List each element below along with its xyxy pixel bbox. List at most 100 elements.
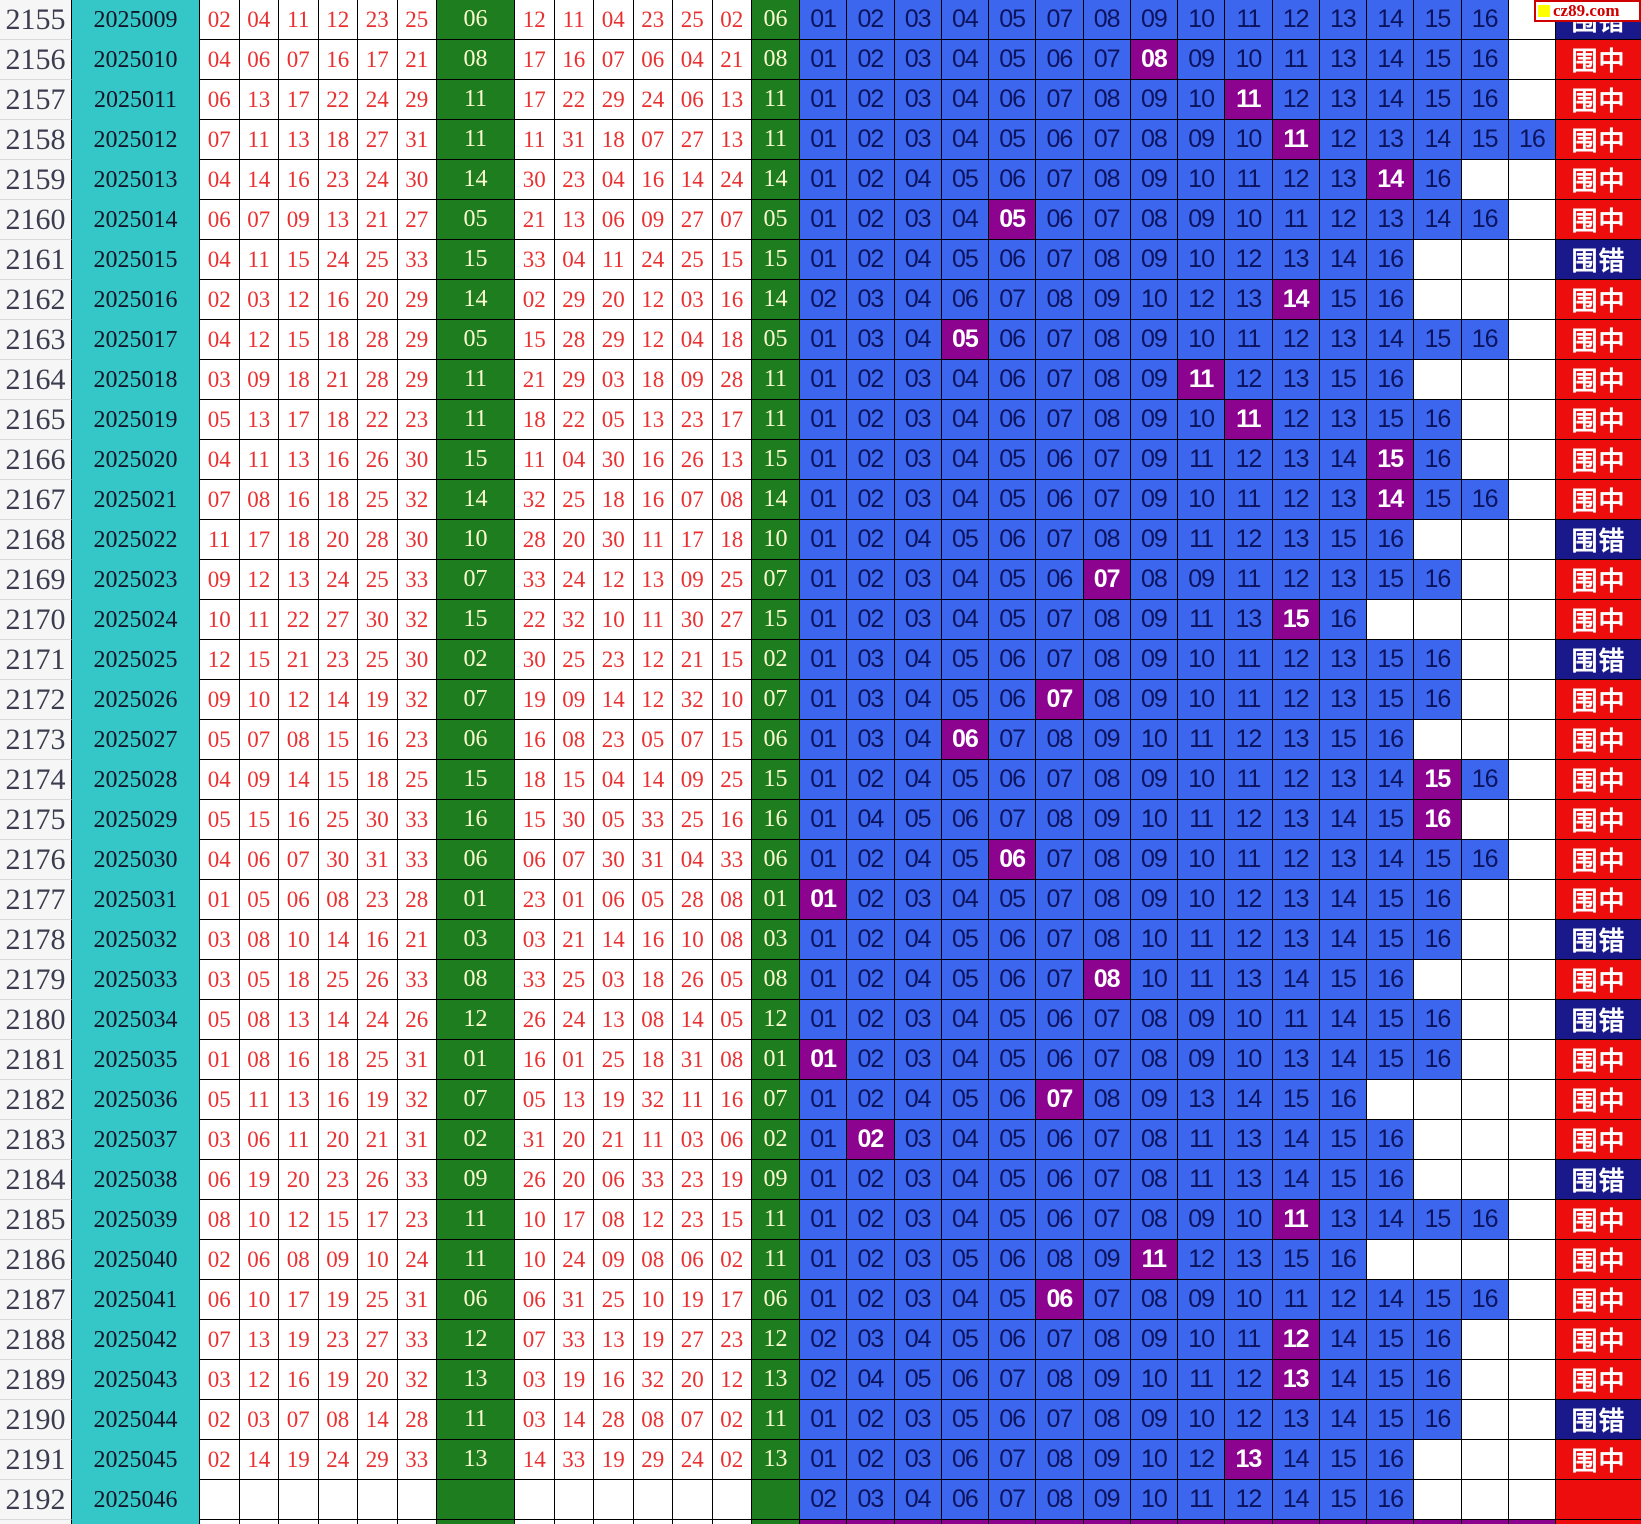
blue-slot: 09 [1130,880,1178,920]
blue-ball-repeat: 08 [752,40,800,80]
blue-ball: 15 [437,240,515,280]
blue-slot: 10 [1178,680,1226,720]
red-ball-sorted: 17 [239,520,279,560]
row-index: 2157 [0,80,72,120]
result-badge: 围中 [1556,680,1641,720]
blue-slot: 15 [1367,400,1415,440]
blue-slot-empty [1414,1480,1462,1520]
blue-slot: 12 [1225,800,1273,840]
red-ball-order: 27 [673,1320,713,1360]
red-ball-sorted [200,1480,240,1520]
blue-slot: 14 [1319,1320,1367,1360]
blue-slot: 16 [1461,80,1509,120]
red-ball-order: 22 [515,600,555,640]
red-ball-sorted: 29 [397,80,437,120]
red-ball-order: 06 [594,1160,634,1200]
red-ball-sorted: 19 [358,680,398,720]
red-ball-order: 11 [515,120,555,160]
red-ball-sorted: 30 [397,640,437,680]
blue-slot: 14 [1367,760,1415,800]
red-ball-sorted: 06 [239,840,279,880]
blue-slot-empty [1508,680,1556,720]
blue-slot-hit: 15 [1272,600,1320,640]
row-index: 2180 [0,1000,72,1040]
blue-slot: 02 [847,480,895,520]
blue-ball: 07 [437,560,515,600]
red-ball-order: 27 [673,120,713,160]
blue-ball-repeat: 03 [752,920,800,960]
red-ball-order: 02 [712,1440,752,1480]
blue-slot: 04 [894,520,942,560]
blue-slot: 08 [1130,1200,1178,1240]
blue-slot: 09 [1178,120,1226,160]
blue-slot: 07 [989,800,1037,840]
blue-slot: 15 [1367,560,1415,600]
table-row: 2163 2025017 04 12 15 18 28 29 05 15 28 29 12 04 18 05 0… [0,320,1641,360]
red-ball-sorted: 27 [397,200,437,240]
red-ball-order: 32 [633,1080,673,1120]
red-ball-sorted: 21 [318,360,358,400]
table-row: 2159 2025013 04 14 16 23 24 30 14 30 23 04 16 14 24 14 0… [0,160,1641,200]
red-ball-order: 19 [673,1280,713,1320]
blue-slot-empty [1461,960,1509,1000]
red-ball-order: 09 [673,360,713,400]
red-ball-sorted: 13 [279,1080,319,1120]
blue-slot: 12 [1272,840,1320,880]
blue-slot: 10 [1130,1360,1178,1400]
blue-slot: 16 [1367,1480,1415,1520]
blue-ball-repeat: 14 [752,280,800,320]
blue-slot: 16 [1367,360,1415,400]
blue-slot: 10 [1178,320,1226,360]
blue-slot: 15 [1319,1480,1367,1520]
blue-slot-empty [1508,1400,1556,1440]
blue-slot: 03 [894,1280,942,1320]
blue-slot: 04 [894,280,942,320]
red-ball-order: 21 [515,200,555,240]
red-ball-order: 18 [633,360,673,400]
blue-slot: 11 [1178,960,1226,1000]
blue-slot: 01 [800,1080,848,1120]
blue-slot: 06 [941,280,989,320]
red-ball-sorted: 31 [397,1040,437,1080]
red-ball-order: 13 [712,120,752,160]
blue-slot: 12 [1319,1280,1367,1320]
row-index: 2190 [0,1400,72,1440]
blue-slot: 15 [1367,880,1415,920]
red-ball-order: 31 [554,120,594,160]
blue-slot-empty [1508,80,1556,120]
red-ball-order [594,1520,634,1524]
blue-slot: 13 [1319,1200,1367,1240]
blue-ball-repeat: 06 [752,720,800,760]
blue-ball: 15 [437,760,515,800]
blue-slot-hit: 05 [989,200,1037,240]
red-ball-sorted: 25 [358,1040,398,1080]
blue-slot: 04 [894,1080,942,1120]
blue-slot: 16 [1367,520,1415,560]
blue-slot: 10 [1178,760,1226,800]
blue-slot: 15 [1367,920,1415,960]
red-ball-order: 05 [633,720,673,760]
red-ball-sorted: 16 [279,800,319,840]
blue-slot: 16 [1461,1200,1509,1240]
blue-slot: 05 [989,1200,1037,1240]
blue-slot: 03 [894,1440,942,1480]
red-ball-sorted: 33 [397,1160,437,1200]
red-ball-sorted: 12 [318,0,358,40]
blue-slot: 08 [1083,600,1131,640]
blue-slot: 03 [894,1240,942,1280]
red-ball-order: 26 [673,440,713,480]
blue-slot: 06 [989,520,1037,560]
blue-slot: 15 [1461,120,1509,160]
red-ball-order [633,1480,673,1520]
blue-slot: 03 [894,480,942,520]
result-badge: 围中 [1556,960,1641,1000]
blue-slot: 08 [1130,120,1178,160]
blue-slot: 14 [1319,1360,1367,1400]
blue-slot: 05 [894,1360,942,1400]
blue-ball: 02 [437,1120,515,1160]
blue-slot: 06 [941,1440,989,1480]
watermark-square-icon [1538,5,1550,17]
red-ball-order: 24 [712,160,752,200]
blue-slot-hit: 11 [1130,1240,1178,1280]
blue-slot: 01 [800,760,848,800]
